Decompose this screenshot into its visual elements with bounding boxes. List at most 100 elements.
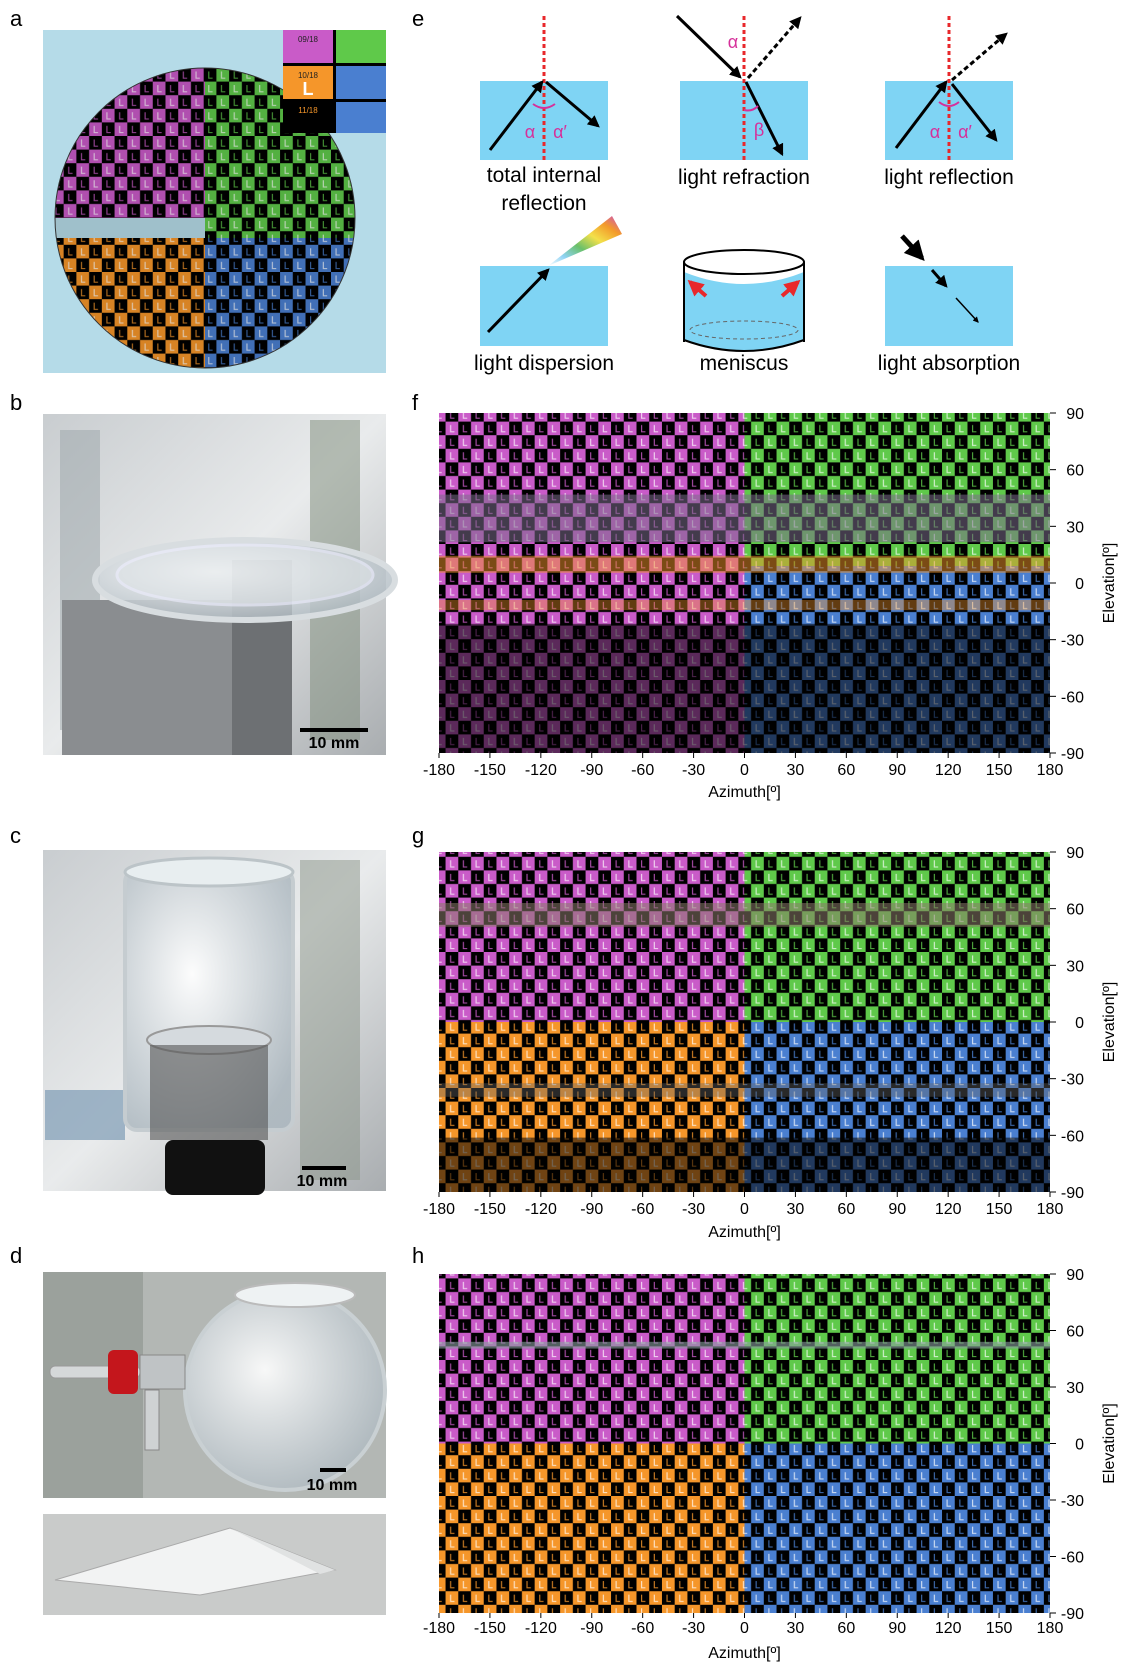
map-region: [439, 852, 745, 1022]
y-tick-label: -60: [1061, 1550, 1084, 1567]
effect-caption: light reflection: [884, 166, 1014, 189]
y-tick-label: 30: [1066, 519, 1084, 536]
x-tick-label: -150: [474, 762, 506, 779]
photo-sphere-vessel: [43, 1272, 386, 1615]
y-tick-label: -30: [1061, 1493, 1084, 1510]
x-tick-label: -120: [525, 1201, 557, 1218]
x-tick-label: -120: [525, 1620, 557, 1637]
x-tick-label: 0: [740, 762, 749, 779]
x-tick-label: 90: [888, 762, 906, 779]
y-tick-label: 30: [1066, 1380, 1084, 1397]
svg-text:L: L: [303, 79, 314, 99]
sphere-inset: 09/18 10/18 11/18 L: [283, 30, 386, 133]
x-axis-label: Azimuth[º]: [708, 1224, 781, 1241]
effect-caption: light refraction: [678, 166, 810, 189]
scale-bar-label: 10 mm: [297, 1173, 348, 1190]
x-tick-label: 150: [986, 762, 1013, 779]
x-tick-label: 150: [986, 1620, 1013, 1637]
y-tick-label: 0: [1075, 576, 1084, 593]
x-tick-label: 180: [1037, 1201, 1064, 1218]
map-band: [439, 903, 1050, 927]
effect-caption: light absorption: [878, 352, 1020, 375]
y-tick-label: 90: [1066, 1267, 1084, 1284]
x-tick-label: 30: [787, 1620, 805, 1637]
map-band: [439, 1342, 1050, 1349]
y-tick-label: 60: [1066, 1324, 1084, 1341]
x-axis-label: Azimuth[º]: [708, 784, 781, 801]
map-dark: [439, 1138, 1050, 1192]
y-tick-label: -60: [1061, 689, 1084, 706]
x-tick-label: 120: [935, 762, 962, 779]
map-region: [439, 1274, 745, 1444]
y-axis-label: Elevation[º]: [1101, 1403, 1118, 1484]
inset-label: 11/18: [298, 106, 318, 115]
x-tick-label: 120: [935, 1201, 962, 1218]
x-tick-label: -60: [631, 1620, 654, 1637]
map-band: [439, 1083, 1050, 1097]
effect-caption: light dispersion: [474, 352, 614, 375]
angle-label: α: [525, 122, 535, 142]
x-tick-label: 180: [1037, 762, 1064, 779]
angle-label: β: [754, 120, 764, 140]
panel-label: a: [10, 6, 23, 31]
x-tick-label: 30: [787, 762, 805, 779]
panel-label: f: [412, 390, 419, 415]
scale-bar-label: 10 mm: [309, 735, 360, 752]
y-tick-label: 0: [1075, 1437, 1084, 1454]
y-axis-label: Elevation[º]: [1101, 982, 1118, 1063]
panel-label: c: [10, 823, 21, 848]
angle-label: α′: [958, 122, 972, 142]
map-band: [439, 600, 1050, 610]
x-tick-label: -180: [423, 762, 455, 779]
x-tick-label: -180: [423, 1201, 455, 1218]
map-region: [745, 1444, 1051, 1614]
angle-label: α: [728, 32, 738, 52]
scale-bar-label: 10 mm: [307, 1477, 358, 1494]
y-tick-label: -90: [1061, 746, 1084, 763]
x-tick-label: -60: [631, 762, 654, 779]
x-tick-label: -120: [525, 762, 557, 779]
x-tick-label: -180: [423, 1620, 455, 1637]
x-tick-label: 90: [888, 1620, 906, 1637]
x-tick-label: 0: [740, 1201, 749, 1218]
y-tick-label: -90: [1061, 1185, 1084, 1202]
y-tick-label: -90: [1061, 1606, 1084, 1623]
x-tick-label: -90: [580, 1620, 603, 1637]
panel-label: b: [10, 390, 22, 415]
figure: 09/18 10/18 11/18 L 10 mm 10 mm 10 mm: [0, 0, 1133, 1670]
angle-label: α′: [553, 122, 567, 142]
x-tick-label: 60: [837, 762, 855, 779]
photo-cylinder: [43, 850, 386, 1195]
panel-label: h: [412, 1243, 424, 1268]
map-region: [745, 413, 1051, 566]
y-tick-label: 30: [1066, 958, 1084, 975]
figure-canvas: 09/18 10/18 11/18 L 10 mm 10 mm 10 mm: [0, 0, 1133, 1670]
x-tick-label: -90: [580, 1201, 603, 1218]
x-tick-label: -30: [682, 1620, 705, 1637]
panel-label: e: [412, 6, 424, 31]
x-tick-label: -150: [474, 1620, 506, 1637]
y-tick-label: 90: [1066, 845, 1084, 862]
y-tick-label: 0: [1075, 1015, 1084, 1032]
x-tick-label: 120: [935, 1620, 962, 1637]
panel-label: d: [10, 1243, 22, 1268]
map-region: [439, 1444, 745, 1614]
map-band: [439, 495, 1050, 543]
y-tick-label: 60: [1066, 463, 1084, 480]
x-tick-label: 90: [888, 1201, 906, 1218]
x-tick-label: -150: [474, 1201, 506, 1218]
angle-label: α: [930, 122, 940, 142]
photo-dish: [43, 414, 395, 755]
map-region: [439, 413, 745, 566]
map-region: [745, 852, 1051, 1022]
x-tick-label: 180: [1037, 1620, 1064, 1637]
y-tick-label: -30: [1061, 633, 1084, 650]
y-tick-label: -60: [1061, 1128, 1084, 1145]
x-tick-label: 0: [740, 1620, 749, 1637]
x-tick-label: 150: [986, 1201, 1013, 1218]
y-tick-label: -30: [1061, 1072, 1084, 1089]
x-tick-label: -30: [682, 1201, 705, 1218]
x-axis-label: Azimuth[º]: [708, 1645, 781, 1662]
